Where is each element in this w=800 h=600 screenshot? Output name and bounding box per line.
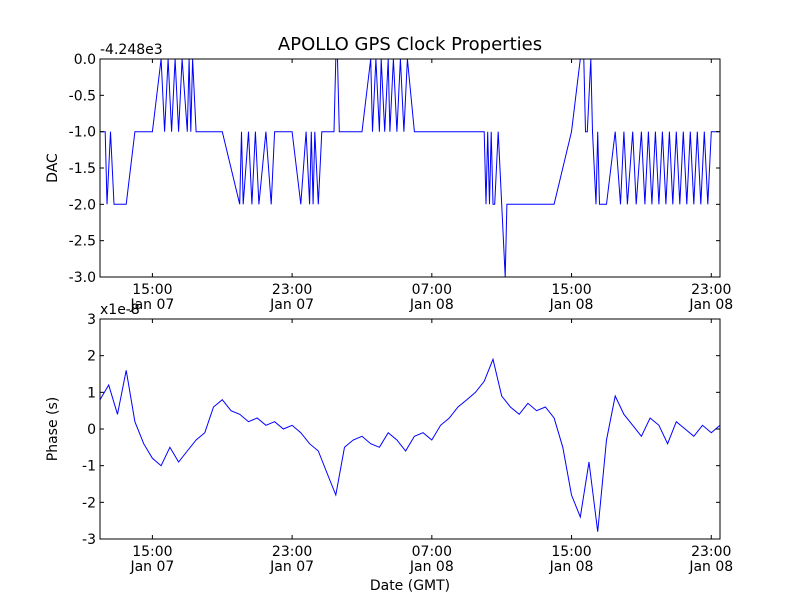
x-tick-date-label: Jan 08 <box>688 559 733 575</box>
y-tick-label: 2 <box>87 349 96 365</box>
axis-offset-text: -4.248e3 <box>100 42 163 58</box>
y-axis-label: Phase (s) <box>45 397 61 461</box>
y-tick-label: -2.5 <box>69 234 96 250</box>
y-tick-label: 0 <box>87 422 96 438</box>
y-tick-label: -3.0 <box>69 270 96 286</box>
y-axis-label: DAC <box>45 153 61 183</box>
y-tick-label: -1.5 <box>69 161 96 177</box>
x-tick-date-label: Jan 08 <box>409 297 454 313</box>
x-tick-date-label: Jan 08 <box>688 297 733 313</box>
x-tick-time-label: 07:00 <box>412 544 452 560</box>
x-tick-time-label: 15:00 <box>551 282 591 298</box>
x-tick-time-label: 23:00 <box>272 544 312 560</box>
y-tick-label: 3 <box>87 312 96 328</box>
x-tick-time-label: 15:00 <box>132 282 172 298</box>
y-tick-label: -2 <box>82 495 96 511</box>
x-tick-time-label: 07:00 <box>412 282 452 298</box>
y-tick-label: -1.0 <box>69 125 96 141</box>
x-tick-date-label: Jan 08 <box>409 559 454 575</box>
x-tick-date-label: Jan 07 <box>129 559 174 575</box>
axis-offset-text: x1e-8 <box>100 302 140 318</box>
y-tick-label: -0.5 <box>69 88 96 104</box>
x-tick-time-label: 23:00 <box>691 544 731 560</box>
y-tick-label: -1 <box>82 459 96 475</box>
x-tick-date-label: Jan 08 <box>549 297 594 313</box>
x-tick-time-label: 23:00 <box>272 282 312 298</box>
figure-title: APOLLO GPS Clock Properties <box>278 34 542 55</box>
x-tick-date-label: Jan 07 <box>269 297 314 313</box>
x-tick-time-label: 15:00 <box>551 544 591 560</box>
y-tick-label: -2.0 <box>69 197 96 213</box>
x-tick-date-label: Jan 07 <box>129 297 174 313</box>
x-tick-date-label: Jan 07 <box>269 559 314 575</box>
x-axis-label: Date (GMT) <box>370 578 450 594</box>
x-tick-time-label: 15:00 <box>132 544 172 560</box>
y-tick-label: 1 <box>87 385 96 401</box>
series-line <box>99 357 721 532</box>
x-tick-time-label: 23:00 <box>691 282 731 298</box>
y-tick-label: -3 <box>82 532 96 548</box>
x-tick-date-label: Jan 08 <box>549 559 594 575</box>
y-tick-label: 0.0 <box>74 52 96 68</box>
